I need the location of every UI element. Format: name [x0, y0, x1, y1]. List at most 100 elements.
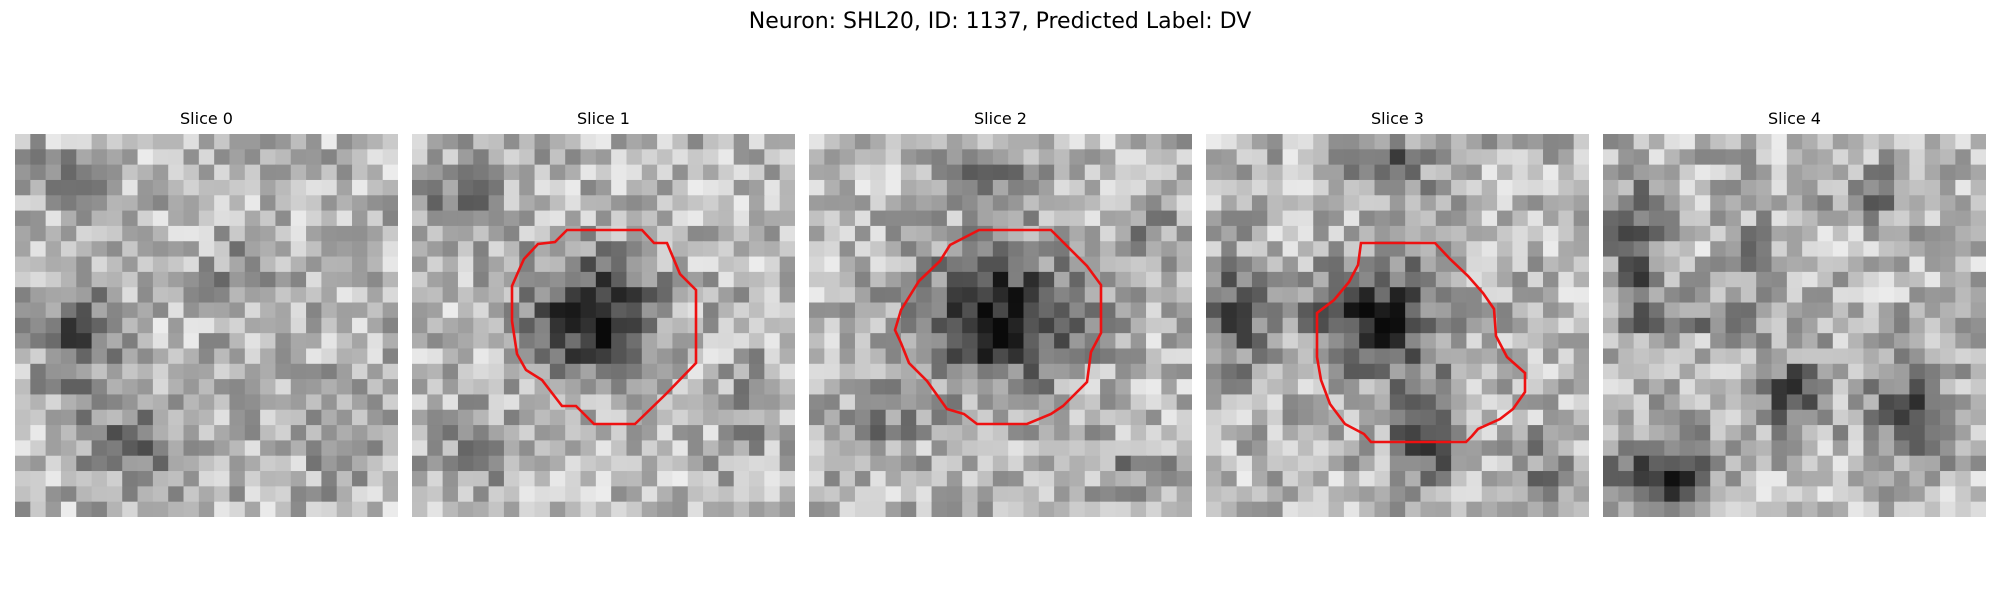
image-pixel: [1069, 455, 1086, 472]
image-pixel: [1282, 379, 1299, 396]
image-pixel: [1420, 302, 1437, 319]
image-pixel: [1894, 195, 1910, 212]
image-pixel: [1694, 486, 1711, 503]
image-pixel: [306, 287, 322, 304]
image-pixel: [427, 333, 444, 350]
image-pixel: [427, 501, 444, 517]
image-pixel: [1909, 455, 1926, 472]
image-pixel: [1038, 225, 1055, 242]
image-pixel: [1894, 134, 1910, 150]
image-pixel: [641, 134, 658, 150]
image-pixel: [595, 149, 612, 166]
image-pixel: [290, 363, 307, 380]
image-pixel: [137, 164, 154, 181]
image-pixel: [1130, 348, 1147, 365]
image-pixel: [1725, 164, 1742, 181]
image-pixel: [1389, 425, 1406, 441]
image-pixel: [749, 302, 765, 319]
image-pixel: [1054, 149, 1071, 166]
image-pixel: [1130, 425, 1147, 441]
image-pixel: [1481, 471, 1498, 487]
image-pixel: [60, 425, 77, 441]
image-pixel: [595, 256, 612, 273]
image-pixel: [30, 348, 47, 365]
image-pixel: [1694, 241, 1711, 258]
image-pixel: [870, 486, 887, 503]
image-pixel: [1023, 471, 1040, 487]
image-pixel: [1435, 440, 1452, 457]
image-pixel: [718, 409, 735, 426]
image-pixel: [352, 134, 368, 150]
image-pixel: [549, 134, 566, 150]
image-pixel: [1679, 471, 1696, 487]
image-pixel: [885, 363, 902, 380]
image-pixel: [1267, 302, 1284, 319]
image-pixel: [1023, 210, 1040, 227]
image-pixel: [749, 210, 765, 227]
image-pixel: [1251, 164, 1268, 181]
image-pixel: [764, 287, 781, 304]
image-pixel: [1648, 179, 1665, 196]
image-pixel: [611, 225, 628, 242]
image-pixel: [244, 179, 261, 196]
image-pixel: [1970, 379, 1986, 396]
image-pixel: [1832, 394, 1849, 411]
image-pixel: [809, 440, 825, 457]
image-pixel: [718, 287, 735, 304]
image-pixel: [809, 486, 825, 503]
image-pixel: [1573, 179, 1589, 196]
image-pixel: [626, 164, 643, 181]
image-pixel: [260, 149, 277, 166]
image-pixel: [1161, 425, 1178, 441]
image-pixel: [1206, 425, 1222, 441]
image-pixel: [1282, 440, 1299, 457]
image-pixel: [30, 210, 47, 227]
image-pixel: [214, 394, 231, 411]
image-pixel: [1603, 363, 1619, 380]
image-pixel: [442, 348, 459, 365]
image-pixel: [839, 164, 856, 181]
image-pixel: [839, 302, 856, 319]
image-pixel: [1694, 164, 1711, 181]
image-pixel: [30, 425, 47, 441]
image-pixel: [1481, 256, 1498, 273]
image-pixel: [1756, 302, 1773, 319]
image-pixel: [1359, 317, 1376, 334]
image-pixel: [1512, 271, 1529, 288]
image-pixel: [718, 471, 735, 487]
image-pixel: [611, 302, 628, 319]
image-pixel: [244, 225, 261, 242]
image-pixel: [214, 440, 231, 457]
image-pixel: [336, 225, 353, 242]
image-pixel: [534, 287, 551, 304]
image-pixel: [1512, 501, 1529, 517]
image-pixel: [1176, 394, 1192, 411]
image-pixel: [1100, 164, 1116, 181]
image-pixel: [611, 333, 628, 350]
image-pixel: [91, 333, 108, 350]
image-pixel: [275, 225, 292, 242]
image-pixel: [473, 287, 490, 304]
image-pixel: [1664, 333, 1681, 350]
image-pixel: [931, 256, 948, 273]
image-pixel: [1130, 379, 1147, 396]
image-pixel: [1359, 440, 1376, 457]
image-pixel: [214, 164, 231, 181]
image-pixel: [275, 333, 292, 350]
image-pixel: [534, 256, 551, 273]
image-pixel: [352, 225, 368, 242]
image-pixel: [1038, 271, 1055, 288]
image-pixel: [657, 317, 674, 334]
image-pixel: [306, 302, 322, 319]
image-pixel: [1115, 149, 1132, 166]
image-pixel: [457, 486, 474, 503]
image-pixel: [1756, 409, 1773, 426]
image-pixel: [137, 302, 154, 319]
image-pixel: [1771, 134, 1788, 150]
image-pixel: [1817, 164, 1834, 181]
image-pixel: [854, 409, 871, 426]
image-pixel: [764, 271, 781, 288]
image-pixel: [442, 302, 459, 319]
image-pixel: [870, 134, 887, 150]
image-pixel: [1648, 455, 1665, 472]
